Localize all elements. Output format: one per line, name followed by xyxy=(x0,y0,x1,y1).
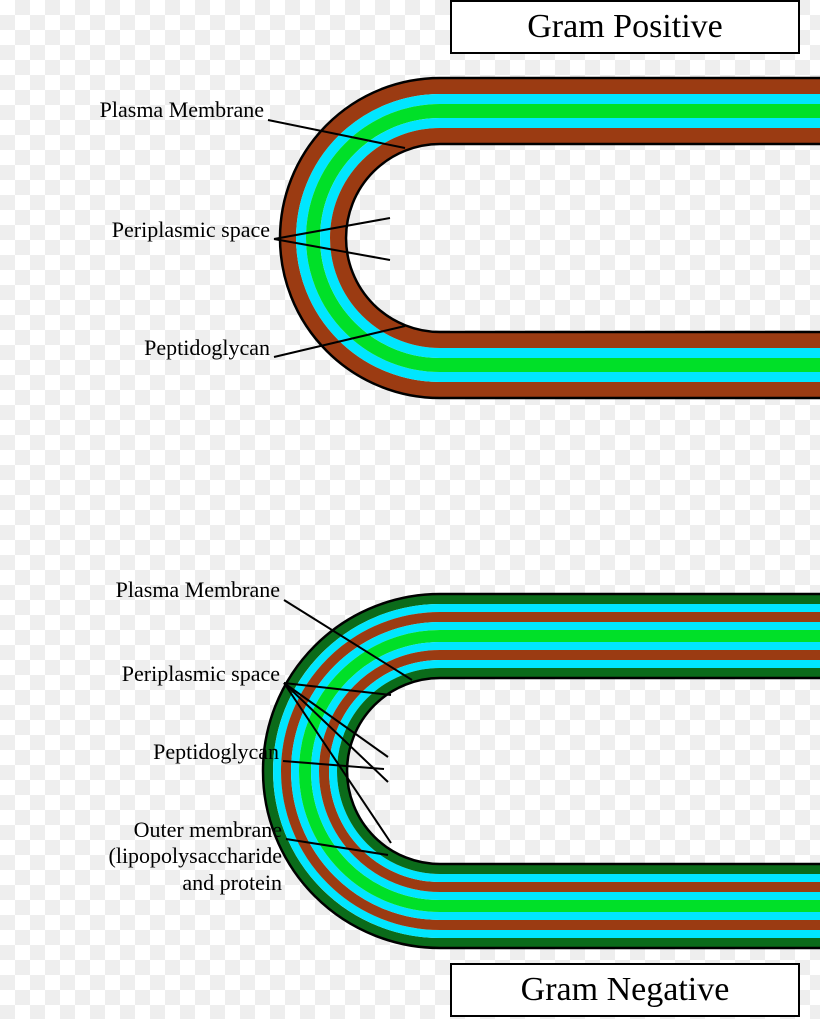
gram-positive-shape xyxy=(280,78,820,398)
negative-label-peptido: Peptidoglycan xyxy=(0,739,279,765)
leader-line xyxy=(284,683,391,843)
layer-periplasmic-2 xyxy=(295,626,820,916)
layer-outer-membrane-inner xyxy=(342,673,820,869)
negative-label-periplasmic: Periplasmic space xyxy=(0,661,280,687)
leader-lines xyxy=(268,120,412,855)
leader-line xyxy=(274,218,390,239)
leader-line xyxy=(284,683,388,757)
leader-line xyxy=(274,326,405,357)
title-gram-positive-text: Gram Positive xyxy=(527,8,722,45)
layer-periplasmic-3 xyxy=(315,646,820,896)
layer-periplasmic-inner xyxy=(325,123,820,353)
leader-line xyxy=(284,683,391,695)
layer-periplasmic-outer xyxy=(301,99,820,377)
leader-line xyxy=(268,120,405,148)
layer-outer-membrane-outer xyxy=(268,599,820,943)
title-gram-positive: Gram Positive xyxy=(450,0,800,54)
layer-peptidoglycan xyxy=(286,617,820,925)
positive-label-peptido: Peptidoglycan xyxy=(0,335,270,361)
title-gram-negative-text: Gram Negative xyxy=(521,971,730,1008)
layer-plasma-membrane xyxy=(305,636,820,906)
layer-periplasmic-4 xyxy=(333,664,820,878)
negative-label-plasma: Plasma Membrane xyxy=(0,577,280,603)
leader-line xyxy=(284,600,412,680)
layer-peptidoglycan-inner xyxy=(338,136,820,340)
title-gram-negative: Gram Negative xyxy=(450,963,800,1017)
gram-negative-shape xyxy=(263,594,820,948)
leader-line xyxy=(286,839,388,855)
leader-line xyxy=(284,683,388,782)
negative-label-outer: Outer membrane(lipopolysaccharideand pro… xyxy=(0,817,282,896)
leader-line xyxy=(274,239,390,260)
layer-peptidoglycan-2 xyxy=(324,655,820,887)
layer-plasma-membrane xyxy=(313,111,820,365)
positive-label-plasma: Plasma Membrane xyxy=(0,97,264,123)
positive-label-periplasmic: Periplasmic space xyxy=(0,217,270,243)
leader-line xyxy=(283,761,384,769)
layer-periplasmic-1 xyxy=(277,608,820,934)
layer-peptidoglycan-outer xyxy=(288,86,820,390)
